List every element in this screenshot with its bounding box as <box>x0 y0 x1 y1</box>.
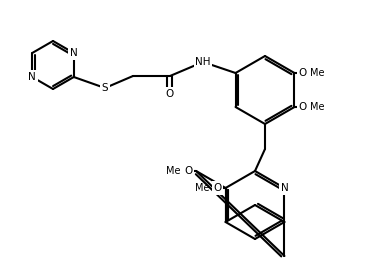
Text: O: O <box>298 102 307 112</box>
Text: S: S <box>102 83 108 93</box>
Text: N: N <box>28 72 36 82</box>
Text: Me: Me <box>310 68 325 78</box>
Text: N: N <box>280 183 288 193</box>
Text: Me: Me <box>195 183 210 193</box>
Text: O: O <box>214 183 222 193</box>
Text: Me: Me <box>166 166 180 176</box>
Text: NH: NH <box>195 57 211 67</box>
Text: N: N <box>70 48 78 58</box>
Text: O: O <box>298 68 307 78</box>
Text: Me: Me <box>310 102 325 112</box>
Text: O: O <box>166 89 174 99</box>
Text: O: O <box>184 166 192 176</box>
